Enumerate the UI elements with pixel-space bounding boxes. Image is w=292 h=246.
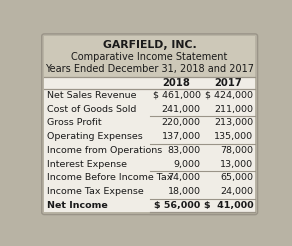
Text: 78,000: 78,000 [220, 146, 253, 155]
Text: 241,000: 241,000 [161, 105, 201, 114]
Text: 137,000: 137,000 [161, 132, 201, 141]
Text: 135,000: 135,000 [214, 132, 253, 141]
Text: Cost of Goods Sold: Cost of Goods Sold [47, 105, 136, 114]
Text: Comparative Income Statement: Comparative Income Statement [72, 52, 228, 62]
FancyBboxPatch shape [44, 199, 255, 212]
Text: 83,000: 83,000 [167, 146, 201, 155]
Text: Operating Expenses: Operating Expenses [47, 132, 143, 141]
Text: 2018: 2018 [162, 78, 190, 88]
Text: 65,000: 65,000 [220, 173, 253, 183]
FancyBboxPatch shape [44, 171, 255, 185]
FancyBboxPatch shape [44, 116, 255, 130]
Text: $ 424,000: $ 424,000 [205, 91, 253, 100]
Text: Net Sales Revenue: Net Sales Revenue [47, 91, 136, 100]
FancyBboxPatch shape [44, 36, 255, 77]
Text: Income Tax Expense: Income Tax Expense [47, 187, 144, 196]
Text: 13,000: 13,000 [220, 160, 253, 169]
FancyBboxPatch shape [44, 157, 255, 171]
Text: Years Ended December 31, 2018 and 2017: Years Ended December 31, 2018 and 2017 [45, 64, 254, 74]
FancyBboxPatch shape [44, 185, 255, 199]
Text: 74,000: 74,000 [168, 173, 201, 183]
Text: Income from Operations: Income from Operations [47, 146, 162, 155]
Text: $ 56,000: $ 56,000 [154, 201, 201, 210]
Text: 2017: 2017 [215, 78, 242, 88]
Text: 213,000: 213,000 [214, 119, 253, 127]
FancyBboxPatch shape [44, 144, 255, 157]
Text: Income Before Income Tax: Income Before Income Tax [47, 173, 172, 183]
Text: 211,000: 211,000 [214, 105, 253, 114]
Text: 9,000: 9,000 [173, 160, 201, 169]
Text: 24,000: 24,000 [220, 187, 253, 196]
Text: Interest Expense: Interest Expense [47, 160, 127, 169]
Text: Gross Profit: Gross Profit [47, 119, 102, 127]
FancyBboxPatch shape [44, 130, 255, 144]
FancyBboxPatch shape [44, 77, 255, 89]
Text: 18,000: 18,000 [168, 187, 201, 196]
Text: Net Income: Net Income [47, 201, 108, 210]
Text: 220,000: 220,000 [161, 119, 201, 127]
Text: $  41,000: $ 41,000 [204, 201, 253, 210]
Text: GARFIELD, INC.: GARFIELD, INC. [103, 40, 197, 50]
FancyBboxPatch shape [44, 89, 255, 102]
Text: $ 461,000: $ 461,000 [153, 91, 201, 100]
FancyBboxPatch shape [44, 102, 255, 116]
